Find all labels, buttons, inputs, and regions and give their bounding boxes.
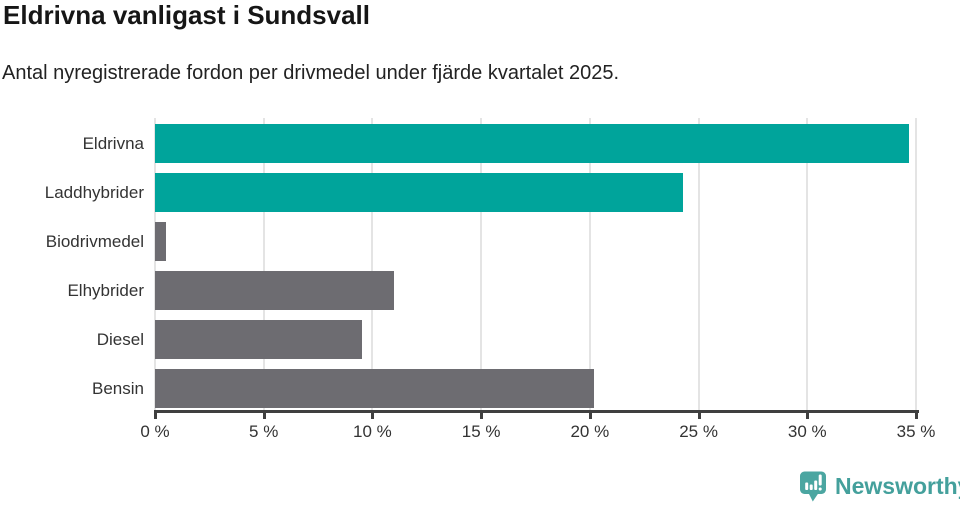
category-label: Biodrivmedel <box>45 232 144 251</box>
x-axis-tick <box>262 410 266 419</box>
gridline <box>697 118 700 410</box>
x-axis-tick-label: 25 % <box>679 422 718 441</box>
bar-bensin <box>155 369 595 408</box>
gridline <box>480 118 483 410</box>
gridline <box>262 118 265 410</box>
chart-subtitle: Antal nyregistrerade fordon per drivmede… <box>2 62 620 84</box>
category-label: Diesel <box>96 330 144 349</box>
x-axis-tick <box>480 410 484 419</box>
brand-name: Newsworthy <box>835 473 960 499</box>
x-axis-tick <box>371 410 375 419</box>
bar-diesel <box>155 320 362 359</box>
brand-footer: Newsworthy <box>798 470 960 503</box>
gridline <box>915 118 917 410</box>
x-axis-tick <box>806 410 810 419</box>
x-axis-tick-label: 15 % <box>461 422 501 441</box>
category-label: Bensin <box>92 379 144 398</box>
x-axis-tick-label: 35 % <box>896 422 936 441</box>
bar-laddhybrider <box>155 173 684 212</box>
x-axis-line <box>154 410 919 413</box>
gridline <box>806 118 809 410</box>
category-label: Elhybrider <box>67 281 144 300</box>
bar-eldrivna <box>155 124 910 163</box>
chart-title: Eldrivna vanligast i Sundsvall <box>3 0 371 30</box>
gridline <box>588 118 591 410</box>
x-axis-tick <box>915 410 918 419</box>
x-axis-tick <box>154 410 157 419</box>
bar-elhybrider <box>155 271 395 310</box>
x-axis-tick <box>697 410 701 419</box>
category-label: Laddhybrider <box>44 183 144 202</box>
x-axis-tick-label: 10 % <box>353 422 392 441</box>
x-axis-tick-label: 20 % <box>570 422 610 441</box>
x-axis-tick <box>588 410 592 419</box>
x-axis-tick-label: 5 % <box>249 422 279 441</box>
bar-biodrivmedel <box>155 222 166 261</box>
x-axis-tick-label: 0 % <box>140 422 170 441</box>
newsworthy-logo-icon <box>800 471 826 502</box>
gridline <box>371 118 374 410</box>
category-label: Eldrivna <box>82 134 144 153</box>
x-axis-tick-label: 30 % <box>787 422 827 441</box>
gridline <box>154 118 156 410</box>
